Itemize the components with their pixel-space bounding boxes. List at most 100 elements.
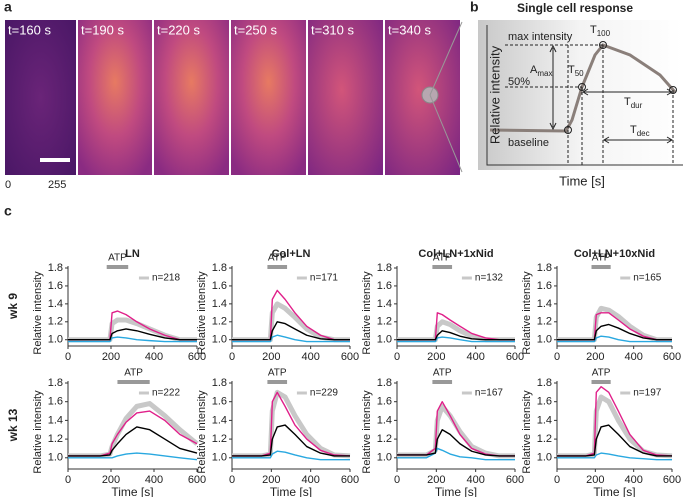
series-line bbox=[232, 334, 350, 343]
frame-label: t=190 s bbox=[81, 22, 125, 37]
series-line bbox=[68, 452, 198, 461]
y-tick-label: 1.8 bbox=[537, 262, 552, 274]
tdec-arrow bbox=[603, 136, 673, 144]
y-tick-label: 1.8 bbox=[212, 262, 227, 274]
y-tick-label: 1.6 bbox=[212, 280, 227, 292]
y-tick-label: 1.2 bbox=[48, 433, 63, 445]
y-tick-label: 1.6 bbox=[377, 280, 392, 292]
stimulus-bar bbox=[432, 380, 453, 384]
series-line bbox=[68, 310, 197, 341]
series-line bbox=[68, 410, 198, 457]
frame-label: t=340 s bbox=[388, 22, 432, 37]
series-line bbox=[557, 305, 672, 343]
y-tick-label: 1.0 bbox=[48, 334, 63, 346]
x-tick-label: 0 bbox=[65, 351, 71, 363]
frame-label: t=310 s bbox=[311, 22, 355, 37]
annotation: ATP bbox=[268, 253, 287, 264]
sub: 100 bbox=[597, 29, 611, 38]
stimulus-bar bbox=[591, 265, 611, 269]
sub: dec bbox=[637, 129, 650, 138]
row-label: wk 13 bbox=[6, 408, 20, 442]
x-axis-label: Time [s] bbox=[559, 173, 605, 188]
series-line bbox=[232, 321, 350, 341]
annotation: ATP bbox=[592, 368, 611, 379]
series-line bbox=[557, 452, 672, 461]
sub: dur bbox=[631, 101, 643, 110]
frame-label: t=220 s bbox=[157, 22, 201, 37]
stimulus-bar bbox=[106, 265, 129, 269]
zoom-line bbox=[429, 21, 463, 96]
series-line bbox=[557, 424, 672, 457]
label: baseline bbox=[508, 137, 549, 149]
label: T50 bbox=[568, 64, 584, 78]
legend-label: n=171 bbox=[310, 273, 339, 284]
label: Amax bbox=[530, 64, 552, 78]
stimulus-bar bbox=[432, 265, 453, 269]
sym: T bbox=[630, 124, 637, 136]
y-tick-label: 1.4 bbox=[537, 298, 552, 310]
frame bbox=[78, 20, 152, 175]
x-tick-label: 0 bbox=[394, 474, 400, 486]
panel-label: a bbox=[4, 0, 12, 15]
x-tick-label: 400 bbox=[301, 474, 319, 486]
annotation: ATP bbox=[433, 368, 452, 379]
x-axis-label: Time [s] bbox=[435, 485, 477, 497]
y-tick-label: 1.0 bbox=[377, 334, 392, 346]
colorbar-min: 0 bbox=[5, 179, 11, 191]
x-tick-label: 200 bbox=[586, 474, 604, 486]
y-axis-label: Relative intensity bbox=[196, 390, 208, 474]
label: 50% bbox=[508, 76, 530, 88]
x-tick-label: 600 bbox=[506, 351, 524, 363]
sym: T bbox=[590, 24, 597, 36]
y-tick-label: 1.4 bbox=[48, 414, 63, 426]
image-strip bbox=[5, 20, 463, 175]
y-tick-label: 1.0 bbox=[537, 334, 552, 346]
y-tick-label: 1.2 bbox=[377, 316, 392, 328]
y-axis-label: Relative intensity bbox=[361, 390, 373, 474]
chart-title: Col+LN+1xNid bbox=[418, 248, 493, 260]
x-tick-label: 0 bbox=[394, 351, 400, 363]
x-tick-label: 200 bbox=[262, 474, 280, 486]
label: Tdec bbox=[630, 124, 650, 138]
annotation: ATP bbox=[108, 253, 127, 264]
legend-label: n=229 bbox=[310, 388, 339, 399]
x-tick-label: 600 bbox=[341, 351, 359, 363]
y-tick-label: 1.0 bbox=[377, 452, 392, 464]
x-tick-label: 400 bbox=[301, 351, 319, 363]
y-axis-label: Relative intensity bbox=[487, 45, 502, 144]
y-tick-label: 1.2 bbox=[212, 433, 227, 445]
x-tick-label: 200 bbox=[262, 351, 280, 363]
frame bbox=[154, 20, 229, 175]
x-tick-label: 200 bbox=[102, 351, 120, 363]
y-tick-label: 1.0 bbox=[212, 334, 227, 346]
annotation: ATP bbox=[124, 368, 143, 379]
sub: 50 bbox=[575, 69, 584, 78]
annotation: ATP bbox=[268, 368, 287, 379]
series-line bbox=[232, 301, 350, 343]
series-line bbox=[397, 429, 515, 457]
x-tick-label: 0 bbox=[554, 474, 560, 486]
annotation: ATP bbox=[433, 253, 452, 264]
x-tick-label: 0 bbox=[554, 351, 560, 363]
x-tick-label: 600 bbox=[341, 474, 359, 486]
tdur-arrow bbox=[582, 88, 673, 96]
y-tick-label: 1.4 bbox=[48, 298, 63, 310]
sym: T bbox=[624, 96, 631, 108]
y-tick-label: 1.0 bbox=[48, 452, 63, 464]
stimulus-bar bbox=[267, 265, 288, 269]
stimulus-bar bbox=[267, 380, 288, 384]
row-label: wk 9 bbox=[6, 293, 20, 320]
x-tick-label: 200 bbox=[427, 351, 445, 363]
legend-label: n=167 bbox=[475, 388, 504, 399]
series-line bbox=[232, 450, 350, 461]
series-line bbox=[232, 389, 351, 459]
annotation: ATP bbox=[592, 253, 611, 264]
colorbar-max: 255 bbox=[48, 179, 66, 191]
y-tick-label: 1.4 bbox=[377, 298, 392, 310]
point bbox=[599, 41, 607, 49]
y-tick-label: 1.6 bbox=[48, 396, 63, 408]
legend-label: n=222 bbox=[152, 388, 181, 399]
x-tick-label: 400 bbox=[624, 351, 642, 363]
sym: A bbox=[530, 64, 538, 76]
x-axis-label: Time [s] bbox=[270, 485, 312, 497]
